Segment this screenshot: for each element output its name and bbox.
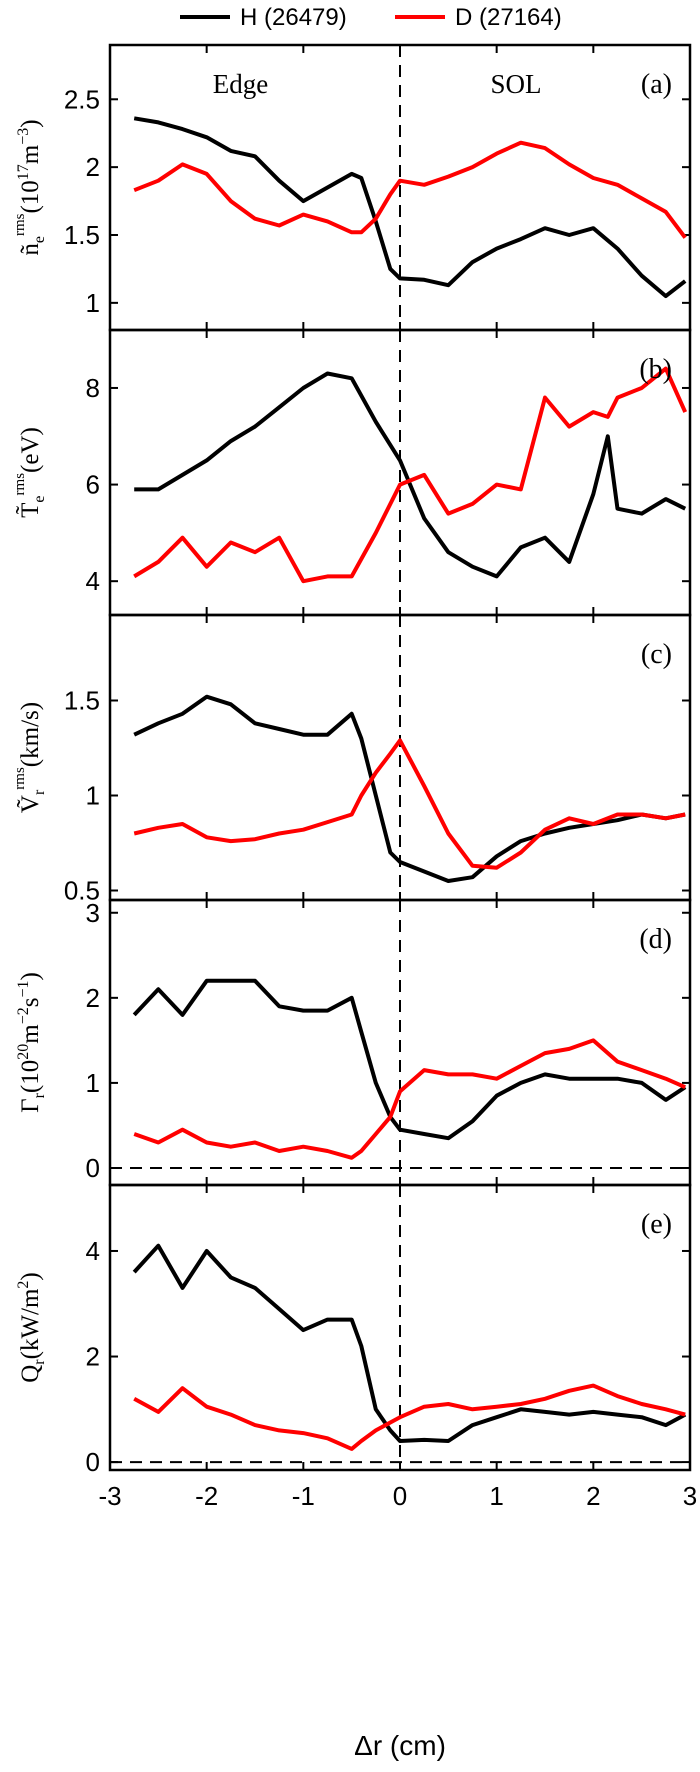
- series-line-h: [133, 694, 686, 883]
- series-line-h: [134, 371, 687, 579]
- y-tick-label: 1.5: [64, 686, 100, 716]
- y-axis-label: ñerms(1017m−3): [12, 119, 48, 255]
- series-line-d: [133, 366, 688, 584]
- y-tick-label: 1: [86, 781, 100, 811]
- panel-label: (c): [641, 639, 672, 670]
- panel-d: 0 1 2 3 (d) Γr(1020m−2s−1): [15, 898, 692, 1187]
- y-tick-label: 2: [86, 983, 100, 1013]
- panel-c: 0.5 1 1.5 (c) Ṽrrms(km/s): [12, 613, 692, 906]
- y-tick-label: 1.5: [64, 220, 100, 250]
- y-axis-label: Qr(kW/m2): [15, 1272, 48, 1383]
- legend-label-d: D (27164): [455, 4, 562, 31]
- panel-b: 4 6 8 (b) T̃erms(eV): [12, 328, 692, 617]
- y-tick-label: 2: [86, 152, 100, 182]
- y-tick-label: 1: [86, 1068, 100, 1098]
- region-label-sol: SOL: [490, 69, 541, 99]
- x-tick-label: 3: [683, 1481, 697, 1511]
- y-tick-label: 0.5: [64, 876, 100, 906]
- x-axis-label: Δr (cm): [354, 1730, 446, 1761]
- x-tick-label: 2: [586, 1481, 600, 1511]
- series-line-h: [132, 1243, 687, 1443]
- panel-label: (b): [639, 354, 672, 385]
- y-axis-label: Ṽrrms(km/s): [12, 702, 48, 813]
- y-tick-label: 2.5: [64, 84, 100, 114]
- x-tick-label: -2: [195, 1481, 218, 1511]
- series-line-d: [133, 1383, 686, 1451]
- y-tick-label: 6: [86, 470, 100, 500]
- y-tick-label: 1: [86, 288, 100, 318]
- x-tick-label: 0: [393, 1481, 407, 1511]
- y-axis-label: T̃erms(eV): [12, 427, 48, 518]
- y-tick-label: 8: [86, 373, 100, 403]
- series-line-d: [133, 1038, 687, 1160]
- y-tick-label: 0: [86, 1153, 100, 1183]
- panel-label: (d): [639, 924, 672, 955]
- y-tick-label: 0: [86, 1447, 100, 1477]
- panels: 1 1.5 2 2.5 (a) Edge SOL ñerms(1017m−3) 4 6 8 (b) T̃…: [12, 43, 692, 1477]
- y-tick-label: 4: [86, 566, 100, 596]
- series-line-h: [132, 978, 687, 1141]
- legend: H (26479) D (27164): [180, 4, 562, 31]
- x-tick-label: 1: [489, 1481, 503, 1511]
- series-line-d: [133, 738, 686, 870]
- panel-e: 0 2 4 (e) Qr(kW/m2): [15, 1183, 692, 1477]
- panel-label: (e): [641, 1209, 672, 1240]
- y-tick-label: 4: [86, 1236, 100, 1266]
- y-axis-label: Γr(1020m−2s−1): [15, 972, 48, 1113]
- region-label-edge: Edge: [213, 69, 268, 99]
- x-tick-labels: -3 -2 -1 0 1 2 3: [98, 1481, 697, 1511]
- x-tick-label: -1: [292, 1481, 315, 1511]
- x-tick-label: -3: [98, 1481, 121, 1511]
- legend-label-h: H (26479): [240, 4, 347, 31]
- panel-a: 1 1.5 2 2.5 (a) Edge SOL ñerms(1017m−3): [12, 43, 692, 332]
- series-line-h: [133, 116, 687, 299]
- y-tick-label: 3: [86, 898, 100, 928]
- series-line-d: [133, 140, 687, 239]
- panel-label: (a): [641, 69, 672, 100]
- y-tick-label: 2: [86, 1342, 100, 1372]
